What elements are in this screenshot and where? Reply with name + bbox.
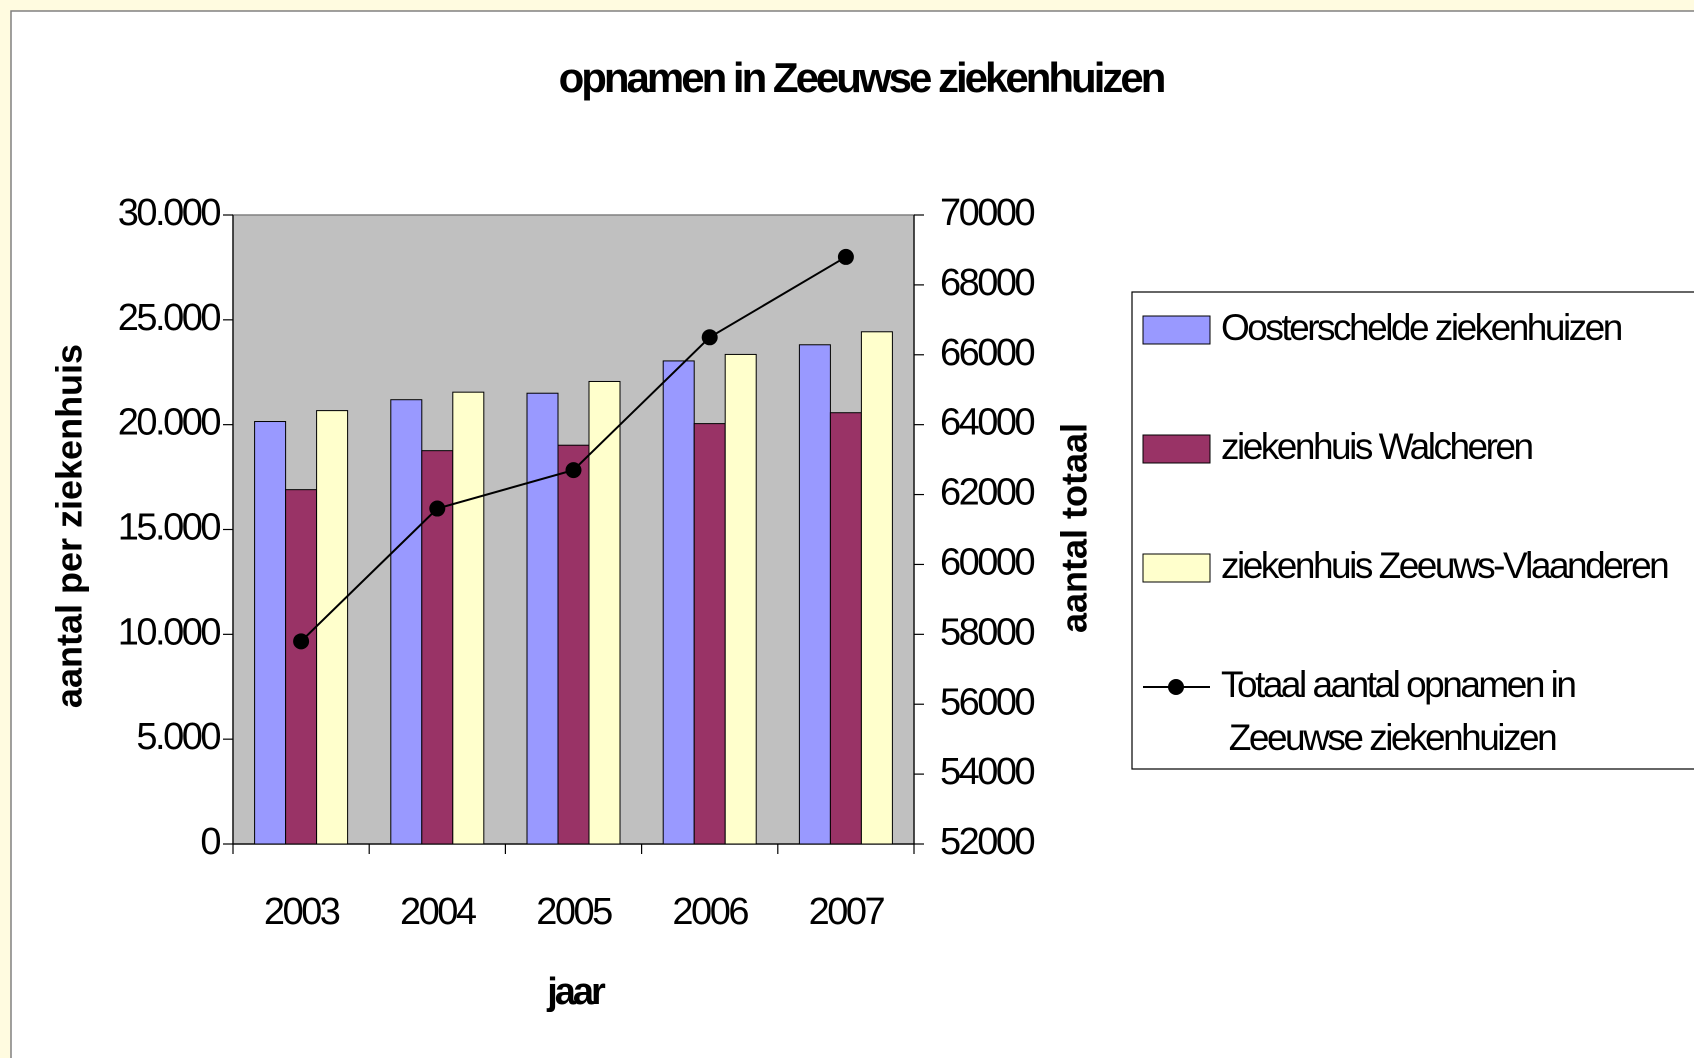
y2-tick-label: 68000 — [940, 262, 1035, 304]
bar — [829, 412, 862, 845]
line-marker — [565, 462, 582, 479]
bar — [588, 380, 621, 845]
y-tick-label: 10.000 — [118, 611, 221, 653]
chart-title: opnamen in Zeeuwse ziekenhuizen — [559, 54, 1165, 101]
y2-tick-label: 64000 — [940, 402, 1035, 444]
line-marker — [701, 329, 718, 346]
legend-label: ziekenhuis Zeeuws-Vlaanderen — [1221, 545, 1668, 586]
bar — [390, 399, 423, 845]
y2-tick-label: 56000 — [940, 681, 1035, 723]
x-tick-label: 2007 — [809, 891, 885, 933]
y-tick-label: 20.000 — [118, 402, 221, 444]
bar — [254, 421, 287, 845]
bar — [662, 360, 695, 845]
y2-tick-label: 54000 — [940, 751, 1035, 793]
y2-tick-label: 62000 — [940, 472, 1035, 514]
legend-label: ziekenhuis Walcheren — [1221, 426, 1533, 467]
x-tick-label: 2004 — [400, 891, 477, 933]
y-tick-label: 0 — [200, 821, 220, 863]
y2-tick-label: 60000 — [940, 541, 1035, 583]
y2-tick-label: 70000 — [940, 192, 1035, 234]
bar — [693, 423, 726, 845]
bar — [452, 391, 485, 845]
legend-swatch — [1142, 315, 1211, 345]
legend — [1131, 291, 1694, 770]
bar — [724, 353, 757, 845]
y-tick-label: 25.000 — [118, 297, 221, 339]
line-marker — [837, 248, 854, 265]
line-marker — [293, 633, 310, 650]
legend-swatch — [1142, 553, 1211, 583]
bar — [285, 489, 318, 845]
bar — [798, 344, 831, 845]
bar — [557, 444, 590, 845]
x-tick-label: 2006 — [672, 891, 748, 933]
legend-swatch — [1142, 434, 1211, 464]
legend-label: Oosterschelde ziekenhuizen — [1221, 307, 1622, 348]
y2-tick-label: 52000 — [940, 821, 1035, 863]
bar — [860, 331, 893, 845]
bar — [526, 392, 559, 845]
y2-tick-label: 66000 — [940, 332, 1035, 374]
y2-tick-label: 58000 — [940, 611, 1035, 653]
y-tick-label: 30.000 — [118, 192, 221, 234]
y-tick-label: 15.000 — [118, 507, 221, 549]
y-axis-title: aantal per ziekenhuis — [49, 344, 90, 708]
x-axis-title: jaar — [546, 971, 606, 1013]
x-tick-label: 2003 — [264, 891, 340, 933]
bar — [316, 410, 349, 845]
legend-marker — [1168, 679, 1184, 695]
x-tick-label: 2005 — [536, 891, 612, 933]
line-marker — [429, 500, 446, 517]
y2-axis-title: aantal totaal — [1054, 423, 1095, 633]
y-tick-label: 5.000 — [136, 716, 220, 758]
legend-label: Totaal aantal opnamen in Zeeuwse ziekenh… — [1221, 664, 1575, 758]
